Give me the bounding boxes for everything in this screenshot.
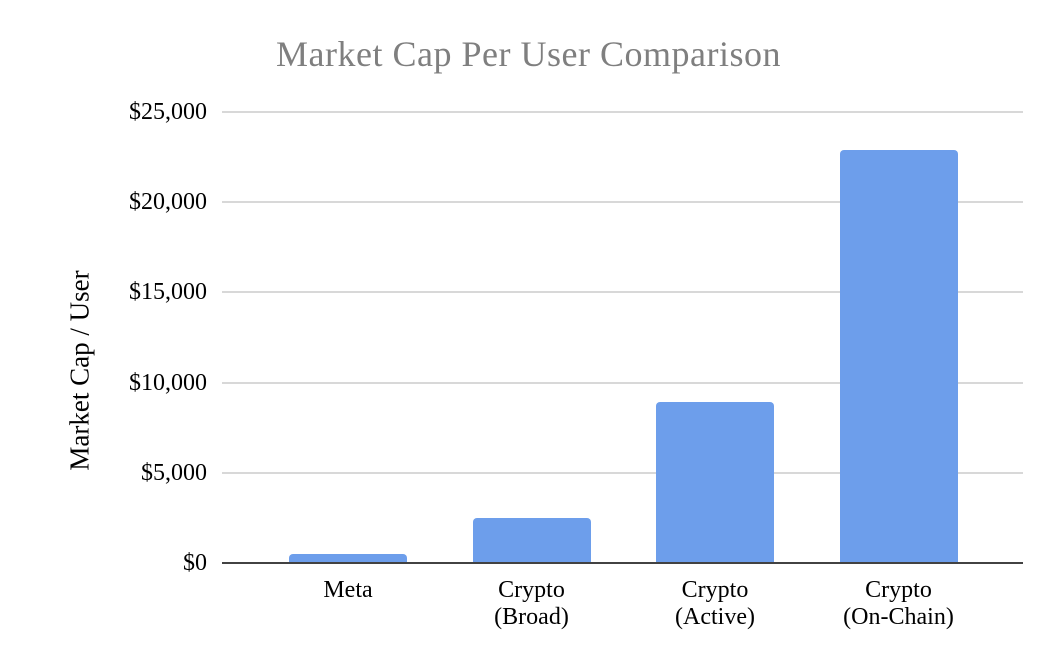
y-tick-label: $0: [183, 550, 207, 576]
x-tick-label: Crypto (Broad): [422, 577, 642, 631]
y-tick-label: $15,000: [129, 279, 207, 306]
y-tick-label: $10,000: [129, 369, 207, 396]
x-tick-label: Meta: [238, 577, 458, 604]
y-tick-label: $20,000: [129, 189, 207, 216]
x-tick-label-line: (Active): [675, 604, 755, 630]
y-gridline: [222, 201, 1023, 204]
x-tick-label-line: Meta: [323, 577, 373, 603]
bar-crypto-on-chain: [839, 149, 958, 562]
bar-crypto-active: [656, 402, 774, 562]
x-tick-label: Crypto (On-Chain): [789, 577, 1009, 631]
y-gridline: [222, 111, 1023, 113]
y-tick-label: $25,000: [129, 99, 207, 125]
x-tick-label-line: (On-Chain): [843, 604, 954, 630]
y-gridline: [222, 291, 1023, 294]
chart-title: Market Cap Per User Comparison: [276, 34, 781, 74]
x-tick-label: Crypto (Active): [605, 577, 825, 631]
bar-crypto-broad: [472, 517, 591, 562]
x-tick-label-line: Crypto: [498, 577, 565, 603]
x-tick-label-line: Crypto: [865, 577, 932, 603]
y-tick-label: $5,000: [141, 459, 207, 486]
x-axis-baseline: [222, 562, 1023, 564]
y-gridline: [222, 471, 1023, 474]
bar-meta: [289, 553, 407, 562]
x-tick-label-line: (Broad): [494, 604, 569, 630]
x-tick-label-line: Crypto: [681, 577, 749, 603]
y-gridline: [222, 381, 1023, 384]
